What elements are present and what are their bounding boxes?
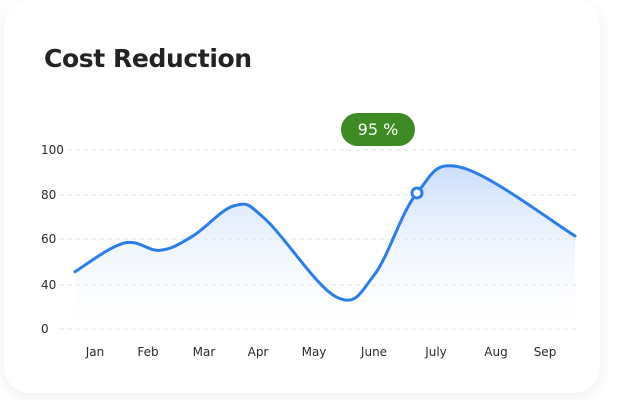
x-tick-label: Apr — [248, 345, 269, 359]
y-axis-tick-labels: 100 80 60 40 0 — [41, 143, 64, 336]
x-tick-label: Aug — [484, 345, 507, 359]
y-tick-label: 0 — [41, 322, 49, 336]
x-tick-label: July — [424, 345, 447, 359]
x-axis-tick-labels: Jan Feb Mar Apr May June July Aug Sep — [85, 345, 557, 359]
x-tick-label: Mar — [193, 345, 216, 359]
y-tick-label: 40 — [41, 278, 56, 292]
y-tick-label: 80 — [41, 188, 56, 202]
x-tick-label: May — [302, 345, 327, 359]
x-tick-label: Feb — [137, 345, 158, 359]
x-tick-label: June — [360, 345, 387, 359]
highlight-badge: 95 % — [341, 113, 415, 146]
y-tick-label: 100 — [41, 143, 64, 157]
highlight-point[interactable] — [410, 186, 424, 200]
chart-title: Cost Reduction — [44, 44, 252, 73]
x-tick-label: Sep — [534, 345, 557, 359]
y-tick-label: 60 — [41, 232, 56, 246]
series-line — [73, 164, 577, 302]
series-area — [75, 165, 575, 329]
x-tick-label: Jan — [85, 345, 105, 359]
